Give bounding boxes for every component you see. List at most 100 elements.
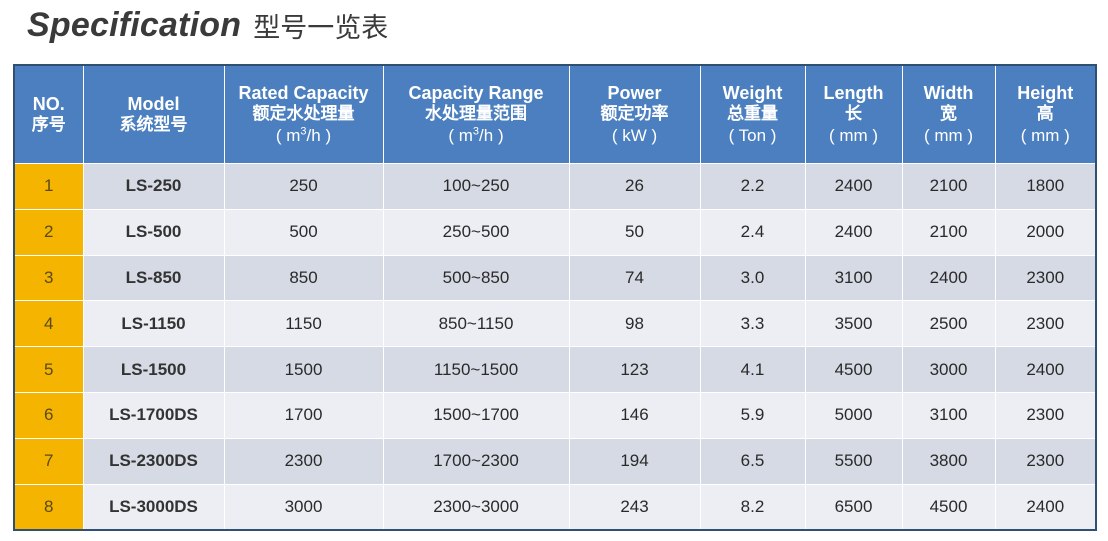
cell-no: 5 (13, 346, 84, 393)
cell-model: LS-500 (82, 208, 225, 256)
cell-model: LS-1500 (82, 346, 225, 393)
cell-power: 146 (568, 391, 701, 439)
header-rated-cn: 额定水处理量 (252, 104, 355, 124)
title-english: Specification (27, 5, 242, 44)
header-power: Power 额定功率 ( kW ) (568, 64, 701, 164)
cell-rated: 1150 (223, 300, 384, 348)
header-capacity-range: Capacity Range 水处理量范围 ( m3/h ) (382, 64, 570, 164)
unit-sup: 3 (472, 125, 480, 138)
header-range-en: Capacity Range (408, 83, 544, 103)
cell-range: 250~500 (382, 208, 570, 256)
cell-length: 3500 (804, 300, 903, 348)
cell-width: 3800 (901, 437, 996, 485)
cell-width: 2100 (901, 163, 996, 210)
cell-power: 98 (568, 300, 701, 348)
header-weight-cn: 总重量 (727, 104, 778, 124)
header-rated-unit: ( m3/h ) (225, 125, 383, 146)
table-row: 7 LS-2300DS 2300 1700~2300 194 6.5 5500 … (13, 437, 1097, 485)
cell-weight: 2.4 (699, 208, 806, 256)
table-row: 4 LS-1150 1150 850~1150 98 3.3 3500 2500… (13, 300, 1097, 348)
cell-range: 1500~1700 (382, 391, 570, 439)
cell-weight: 3.0 (699, 254, 806, 302)
specification-table: NO. 序号 Model 系统型号 Rated Capacity 额定水处理量 … (13, 64, 1097, 532)
cell-model: LS-2300DS (82, 437, 225, 485)
table-row: 8 LS-3000DS 3000 2300~3000 243 8.2 6500 … (13, 483, 1097, 531)
header-weight: Weight 总重量 ( Ton ) (699, 64, 806, 164)
cell-model: LS-1150 (82, 300, 225, 348)
cell-power: 243 (568, 483, 701, 531)
unit-pre: ( m (448, 126, 473, 145)
table-row: 3 LS-850 850 500~850 74 3.0 3100 2400 23… (13, 254, 1097, 302)
header-weight-en: Weight (722, 83, 783, 103)
header-width: Width 宽 ( mm ) (901, 64, 996, 164)
cell-range: 1150~1500 (382, 346, 570, 393)
cell-width: 2400 (901, 254, 996, 302)
cell-height: 2300 (994, 391, 1097, 439)
cell-weight: 5.9 (699, 391, 806, 439)
header-height: Height 高 ( mm ) (994, 64, 1097, 164)
cell-weight: 4.1 (699, 346, 806, 393)
unit-sup: 3 (300, 125, 307, 138)
cell-rated: 1500 (223, 346, 384, 393)
header-height-unit: ( mm ) (1020, 126, 1070, 145)
cell-length: 5500 (804, 437, 903, 485)
cell-width: 2500 (901, 300, 996, 348)
cell-no: 1 (13, 163, 84, 210)
header-length-en: Length (823, 83, 884, 103)
cell-height: 1800 (994, 163, 1097, 210)
cell-height: 2300 (994, 437, 1097, 485)
header-length: Length 长 ( mm ) (804, 64, 903, 164)
table-row: 2 LS-500 500 250~500 50 2.4 2400 2100 20… (13, 208, 1097, 256)
title-chinese: 型号一览表 (253, 12, 389, 44)
header-width-unit: ( mm ) (923, 126, 974, 145)
cell-power: 194 (568, 437, 701, 485)
cell-height: 2300 (994, 300, 1097, 348)
cell-rated: 500 (223, 208, 384, 256)
cell-length: 2400 (804, 208, 903, 256)
unit-pre: ( m (275, 126, 301, 145)
cell-width: 3000 (901, 346, 996, 393)
table-row: 1 LS-250 250 100~250 26 2.2 2400 2100 18… (13, 163, 1097, 210)
header-length-cn: 长 (845, 104, 862, 124)
cell-range: 850~1150 (382, 300, 570, 348)
cell-length: 3100 (804, 254, 903, 302)
cell-width: 3100 (901, 391, 996, 439)
header-no: NO. 序号 (13, 64, 84, 164)
header-model: Model 系统型号 (82, 64, 225, 164)
cell-power: 50 (568, 208, 701, 256)
cell-weight: 3.3 (699, 300, 806, 348)
table-row: 6 LS-1700DS 1700 1500~1700 146 5.9 5000 … (13, 391, 1097, 439)
cell-weight: 8.2 (699, 483, 806, 531)
cell-model: LS-3000DS (82, 483, 225, 531)
cell-power: 26 (568, 163, 701, 210)
cell-power: 74 (568, 254, 701, 302)
cell-no: 8 (13, 483, 84, 531)
cell-width: 4500 (901, 483, 996, 531)
header-power-en: Power (607, 83, 662, 103)
unit-post: /h ) (306, 126, 332, 145)
header-width-cn: 宽 (940, 104, 957, 124)
header-height-en: Height (1017, 83, 1074, 103)
header-model-en: Model (127, 93, 180, 114)
header-model-cn: 系统型号 (119, 114, 188, 135)
cell-height: 2300 (994, 254, 1097, 302)
cell-no: 7 (13, 437, 84, 485)
header-row: NO. 序号 Model 系统型号 Rated Capacity 额定水处理量 … (13, 64, 1097, 164)
cell-range: 1700~2300 (382, 437, 570, 485)
cell-range: 100~250 (382, 163, 570, 210)
header-power-unit: ( kW ) (611, 126, 658, 145)
header-range-cn: 水处理量范围 (425, 104, 527, 124)
cell-length: 5000 (804, 391, 903, 439)
cell-rated: 2300 (223, 437, 384, 485)
header-no-en: NO. (32, 93, 65, 114)
header-rated-capacity: Rated Capacity 额定水处理量 ( m3/h ) (223, 64, 384, 164)
cell-model: LS-850 (82, 254, 225, 302)
cell-model: LS-1700DS (82, 391, 225, 439)
table-row: 5 LS-1500 1500 1150~1500 123 4.1 4500 30… (13, 346, 1097, 393)
cell-width: 2100 (901, 208, 996, 256)
cell-model: LS-250 (82, 163, 225, 210)
cell-rated: 250 (223, 163, 384, 210)
cell-height: 2400 (994, 483, 1097, 531)
cell-rated: 3000 (223, 483, 384, 531)
page-title: Specification 型号一览表 (27, 2, 388, 48)
